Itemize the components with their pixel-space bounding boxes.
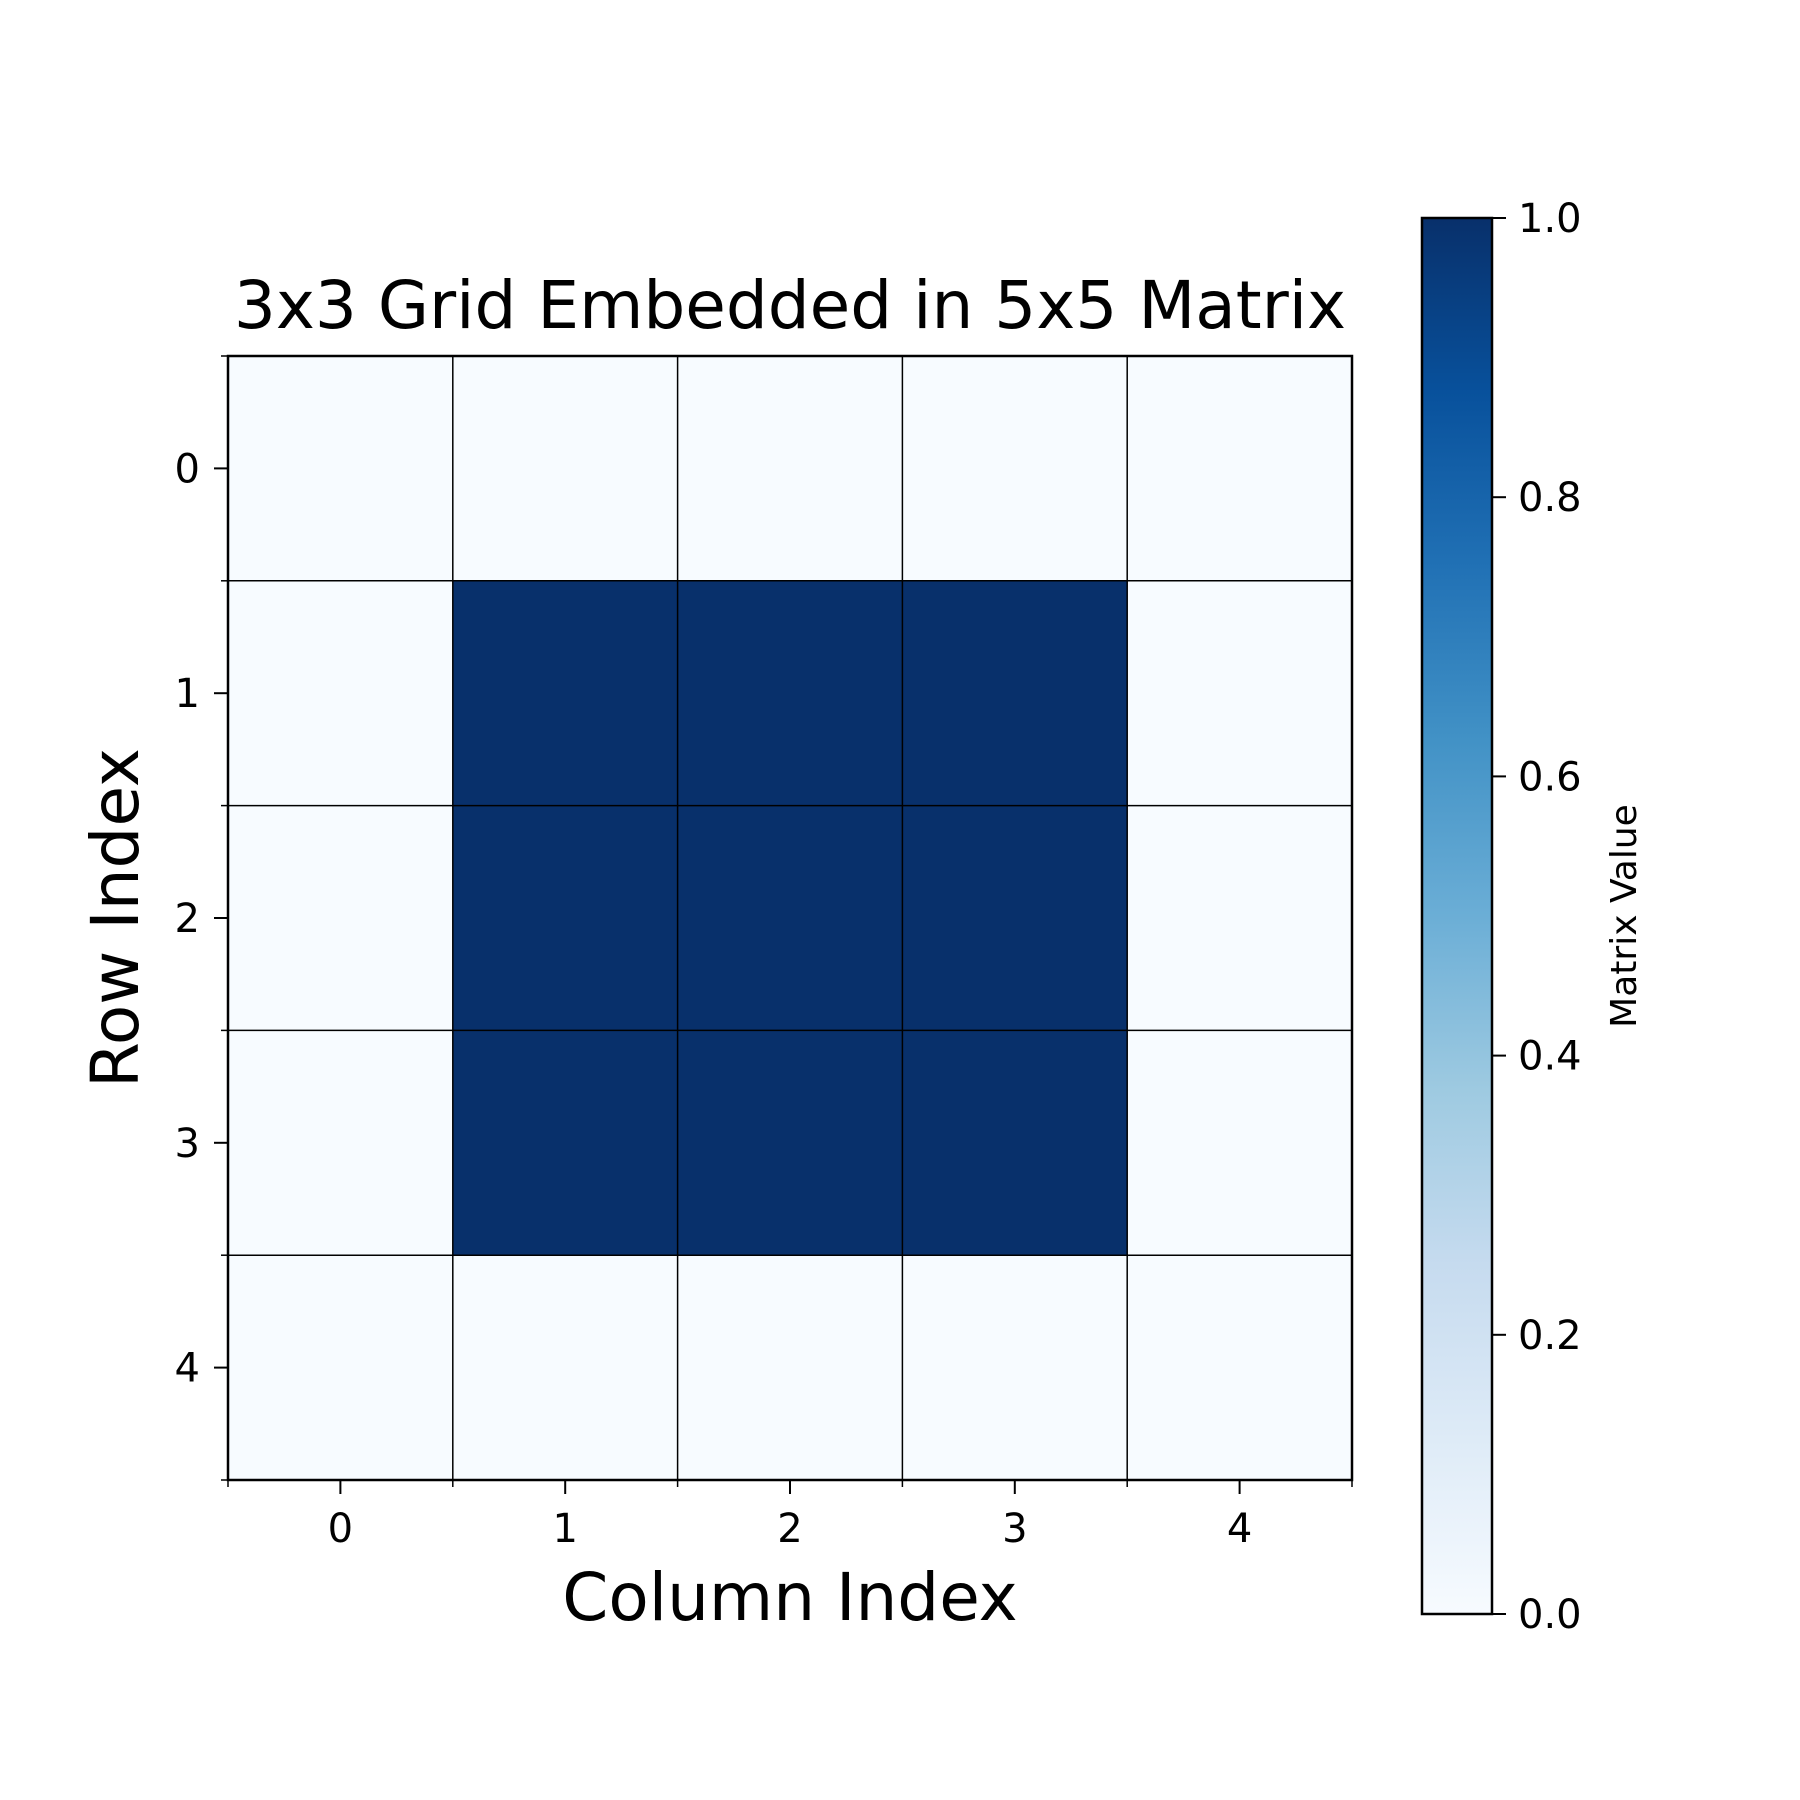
colorbar-tick-label: 0.0	[1518, 1592, 1582, 1638]
colorbar-axis: 0.0 0.2 0.4 0.6 0.8 1.0	[1492, 196, 1582, 1638]
heatmap-cell-r1-c2	[677, 580, 903, 806]
heatmap-cell-r0-c2	[677, 356, 903, 581]
grid-lines	[228, 356, 1352, 1480]
y-tick-label: 0	[175, 446, 200, 492]
colorbar-tick-label: 0.6	[1518, 754, 1582, 800]
y-tick-label: 2	[175, 896, 200, 942]
heatmap-cell-r2-c1	[452, 805, 678, 1031]
heatmap-cell-r2-c4	[1127, 805, 1352, 1031]
colorbar-tick-label: 0.4	[1518, 1034, 1582, 1080]
y-tick-label: 1	[175, 671, 200, 717]
heatmap-cell-r4-c1	[452, 1255, 678, 1480]
heatmap-cell-r4-c0	[228, 1255, 453, 1480]
colorbar-tick-label: 1.0	[1518, 196, 1582, 242]
x-axis-label: Column Index	[562, 1559, 1017, 1636]
x-tick-label: 3	[1002, 1506, 1027, 1552]
heatmap-cell-r3-c4	[1127, 1030, 1352, 1256]
colorbar-tick-label: 0.2	[1518, 1313, 1582, 1359]
heatmap-cell-r4-c4	[1127, 1255, 1352, 1480]
y-axis-label: Row Index	[77, 748, 154, 1088]
x-axis: 0 1 2 3 4	[227, 1480, 1353, 1552]
heatmap-cell-r2-c0	[228, 805, 453, 1031]
heatmap-cell-r2-c2	[677, 805, 903, 1031]
heatmap-cell-r0-c4	[1127, 356, 1352, 581]
heatmap-cell-r0-c3	[902, 356, 1128, 581]
y-axis: 0 1 2 3 4	[175, 355, 228, 1481]
heatmap-cell-r0-c0	[228, 356, 453, 581]
x-tick-label: 4	[1227, 1506, 1252, 1552]
colorbar	[1420, 216, 1494, 1616]
heatmap-cell-r1-c1	[452, 580, 678, 806]
chart-title: 3x3 Grid Embedded in 5x5 Matrix	[234, 267, 1346, 344]
colorbar-tick-label: 0.8	[1518, 475, 1582, 521]
heatmap-cell-r2-c3	[902, 805, 1128, 1031]
heatmap-cell-r4-c3	[902, 1255, 1128, 1480]
heatmap-cell-r3-c3	[902, 1030, 1128, 1256]
x-tick-label: 1	[552, 1506, 577, 1552]
y-tick-label: 4	[175, 1346, 200, 1392]
x-tick-label: 2	[777, 1506, 802, 1552]
heatmap-cell-r1-c4	[1127, 580, 1352, 806]
heatmap-cell-r1-c3	[902, 580, 1128, 806]
heatmap-cells	[228, 356, 1352, 1480]
colorbar-label: Matrix Value	[1604, 804, 1645, 1028]
heatmap-cell-r3-c0	[228, 1030, 453, 1256]
heatmap-cell-r0-c1	[452, 356, 678, 581]
heatmap-cell-r3-c1	[452, 1030, 678, 1256]
x-tick-label: 0	[328, 1506, 353, 1552]
heatmap-cell-r4-c2	[677, 1255, 903, 1480]
y-tick-label: 3	[175, 1121, 200, 1167]
heatmap-cell-r3-c2	[677, 1030, 903, 1256]
heatmap-cell-r1-c0	[228, 580, 453, 806]
